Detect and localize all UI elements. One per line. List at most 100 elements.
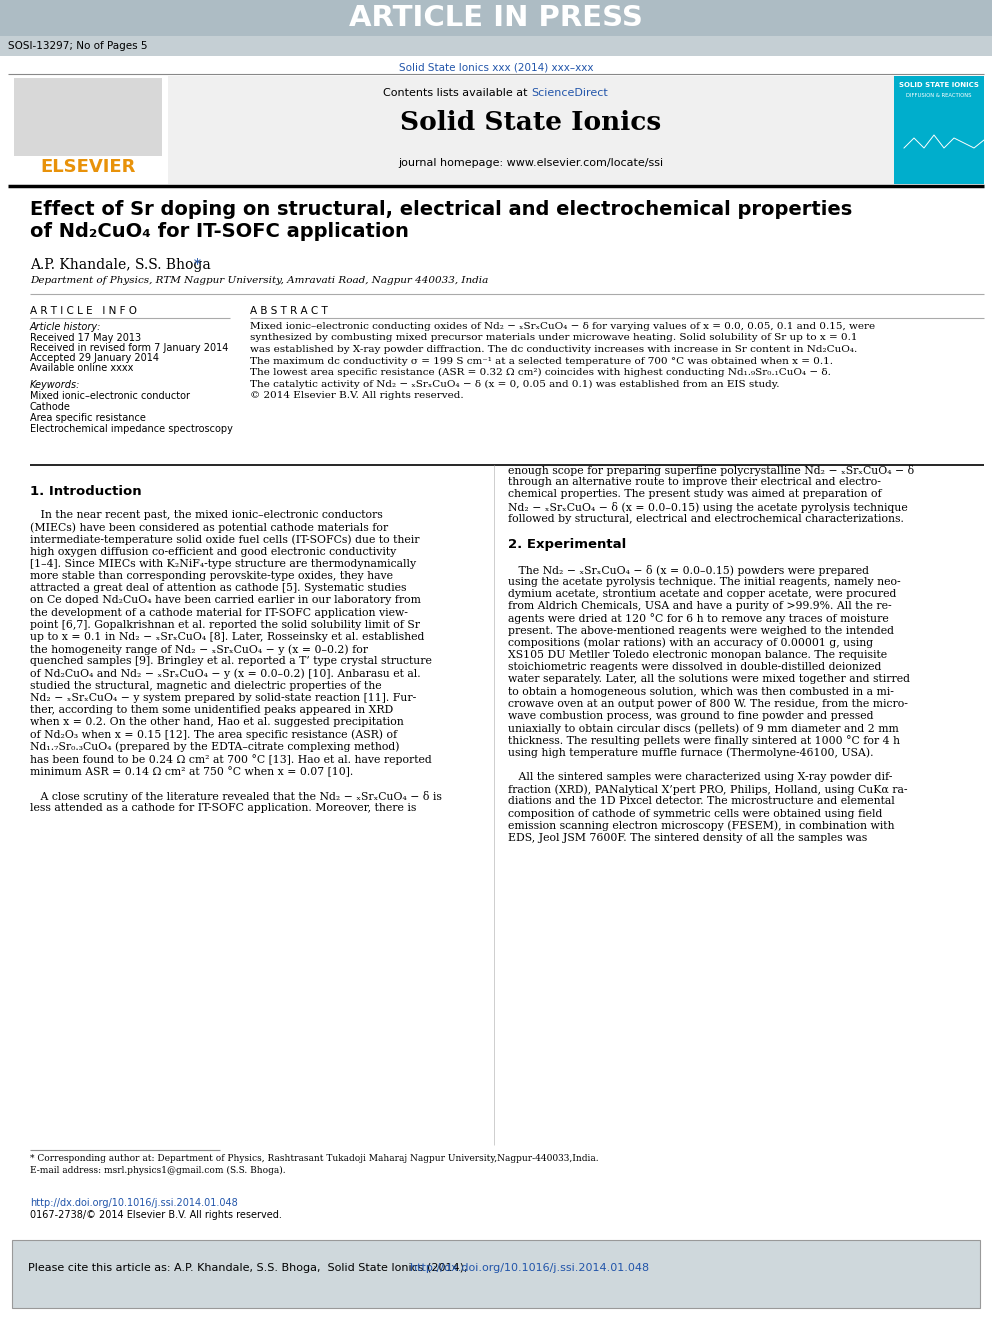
Text: present. The above-mentioned reagents were weighed to the intended: present. The above-mentioned reagents we…: [508, 626, 894, 635]
Text: using high temperature muffle furnace (Thermolyne-46100, USA).: using high temperature muffle furnace (T…: [508, 747, 874, 758]
Text: 0167-2738/© 2014 Elsevier B.V. All rights reserved.: 0167-2738/© 2014 Elsevier B.V. All right…: [30, 1211, 282, 1220]
Text: SOSI-13297; No of Pages 5: SOSI-13297; No of Pages 5: [8, 41, 148, 52]
Bar: [168, 75, 894, 184]
Text: http://dx.doi.org/10.1016/j.ssi.2014.01.048: http://dx.doi.org/10.1016/j.ssi.2014.01.…: [30, 1199, 238, 1208]
Text: XS105 DU Metller Toledo electronic monopan balance. The requisite: XS105 DU Metller Toledo electronic monop…: [508, 650, 887, 660]
Text: [1–4]. Since MIECs with K₂NiF₄-type structure are thermodynamically: [1–4]. Since MIECs with K₂NiF₄-type stru…: [30, 558, 416, 569]
Text: ARTICLE IN PRESS: ARTICLE IN PRESS: [349, 4, 643, 32]
Text: of Nd₂CuO₄ and Nd₂ − ₓSrₓCuO₄ − y (x = 0.0–0.2) [10]. Anbarasu et al.: of Nd₂CuO₄ and Nd₂ − ₓSrₓCuO₄ − y (x = 0…: [30, 668, 421, 679]
Text: point [6,7]. Gopalkrishnan et al. reported the solid solubility limit of Sr: point [6,7]. Gopalkrishnan et al. report…: [30, 619, 420, 630]
Text: © 2014 Elsevier B.V. All rights reserved.: © 2014 Elsevier B.V. All rights reserved…: [250, 392, 463, 400]
Text: Area specific resistance: Area specific resistance: [30, 413, 146, 423]
Text: thickness. The resulting pellets were finally sintered at 1000 °C for 4 h: thickness. The resulting pellets were fi…: [508, 736, 900, 746]
Text: Mixed ionic–electronic conductor: Mixed ionic–electronic conductor: [30, 392, 190, 401]
Text: quenched samples [9]. Bringley et al. reported a T’ type crystal structure: quenched samples [9]. Bringley et al. re…: [30, 656, 432, 667]
Text: Contents lists available at: Contents lists available at: [383, 89, 531, 98]
Text: to obtain a homogeneous solution, which was then combusted in a mi-: to obtain a homogeneous solution, which …: [508, 687, 894, 697]
Text: Mixed ionic–electronic conducting oxides of Nd₂ − ₓSrₓCuO₄ − δ for varying value: Mixed ionic–electronic conducting oxides…: [250, 321, 875, 331]
Text: Solid State Ionics: Solid State Ionics: [401, 110, 662, 135]
Text: All the sintered samples were characterized using X-ray powder dif-: All the sintered samples were characteri…: [508, 773, 893, 782]
Bar: [14, 78, 162, 156]
Text: intermediate-temperature solid oxide fuel cells (IT-SOFCs) due to their: intermediate-temperature solid oxide fue…: [30, 534, 420, 545]
Text: (MIECs) have been considered as potential cathode materials for: (MIECs) have been considered as potentia…: [30, 523, 388, 533]
Bar: [894, 75, 984, 184]
Text: of Nd₂CuO₄ for IT-SOFC application: of Nd₂CuO₄ for IT-SOFC application: [30, 222, 409, 241]
Bar: [8, 75, 168, 184]
Text: followed by structural, electrical and electrochemical characterizations.: followed by structural, electrical and e…: [508, 513, 904, 524]
Text: compositions (molar rations) with an accuracy of 0.00001 g, using: compositions (molar rations) with an acc…: [508, 638, 873, 648]
Bar: [8, 75, 984, 184]
Text: *: *: [194, 258, 200, 273]
Text: when x = 0.2. On the other hand, Hao et al. suggested precipitation: when x = 0.2. On the other hand, Hao et …: [30, 717, 404, 728]
Text: the homogeneity range of Nd₂ − ₓSrₓCuO₄ − y (x = 0–0.2) for: the homogeneity range of Nd₂ − ₓSrₓCuO₄ …: [30, 644, 368, 655]
Text: Electrochemical impedance spectroscopy: Electrochemical impedance spectroscopy: [30, 423, 233, 434]
Text: Department of Physics, RTM Nagpur University, Amravati Road, Nagpur 440033, Indi: Department of Physics, RTM Nagpur Univer…: [30, 277, 488, 284]
Text: on Ce doped Nd₂CuO₄ have been carried earlier in our laboratory from: on Ce doped Nd₂CuO₄ have been carried ea…: [30, 595, 421, 606]
Text: A.P. Khandale, S.S. Bhoga: A.P. Khandale, S.S. Bhoga: [30, 258, 215, 273]
Bar: [12, 1240, 980, 1308]
Text: 2. Experimental: 2. Experimental: [508, 538, 626, 552]
Text: Solid State Ionics xxx (2014) xxx–xxx: Solid State Ionics xxx (2014) xxx–xxx: [399, 62, 593, 71]
Text: using the acetate pyrolysis technique. The initial reagents, namely neo-: using the acetate pyrolysis technique. T…: [508, 577, 901, 587]
Text: high oxygen diffusion co-efficient and good electronic conductivity: high oxygen diffusion co-efficient and g…: [30, 546, 396, 557]
Text: agents were dried at 120 °C for 6 h to remove any traces of moisture: agents were dried at 120 °C for 6 h to r…: [508, 614, 889, 624]
Text: composition of cathode of symmetric cells were obtained using field: composition of cathode of symmetric cell…: [508, 808, 882, 819]
Text: more stable than corresponding perovskite-type oxides, they have: more stable than corresponding perovskit…: [30, 572, 393, 581]
Text: Accepted 29 January 2014: Accepted 29 January 2014: [30, 353, 159, 363]
Text: synthesized by combusting mixed precursor materials under microwave heating. Sol: synthesized by combusting mixed precurso…: [250, 333, 857, 343]
Text: up to x = 0.1 in Nd₂ − ₓSrₓCuO₄ [8]. Later, Rosseinsky et al. established: up to x = 0.1 in Nd₂ − ₓSrₓCuO₄ [8]. Lat…: [30, 632, 425, 642]
Text: has been found to be 0.24 Ω cm² at 700 °C [13]. Hao et al. have reported: has been found to be 0.24 Ω cm² at 700 °…: [30, 754, 432, 765]
Text: Keywords:: Keywords:: [30, 380, 80, 390]
Text: E-mail address: msrl.physics1@gmail.com (S.S. Bhoga).: E-mail address: msrl.physics1@gmail.com …: [30, 1166, 286, 1175]
Text: Available online xxxx: Available online xxxx: [30, 363, 133, 373]
Text: wave combustion process, was ground to fine powder and pressed: wave combustion process, was ground to f…: [508, 710, 874, 721]
Text: diations and the 1D Pixcel detector. The microstructure and elemental: diations and the 1D Pixcel detector. The…: [508, 796, 895, 807]
Text: Cathode: Cathode: [30, 402, 70, 411]
Bar: [0, 36, 992, 56]
Text: of Nd₂O₃ when x = 0.15 [12]. The area specific resistance (ASR) of: of Nd₂O₃ when x = 0.15 [12]. The area sp…: [30, 729, 397, 740]
Text: water separately. Later, all the solutions were mixed together and stirred: water separately. Later, all the solutio…: [508, 675, 910, 684]
Text: The catalytic activity of Nd₂ − ₓSrₓCuO₄ − δ (x = 0, 0.05 and 0.1) was establish: The catalytic activity of Nd₂ − ₓSrₓCuO₄…: [250, 380, 780, 389]
Text: journal homepage: www.elsevier.com/locate/ssi: journal homepage: www.elsevier.com/locat…: [399, 157, 664, 168]
Text: 1. Introduction: 1. Introduction: [30, 486, 142, 497]
Text: Received 17 May 2013: Received 17 May 2013: [30, 333, 141, 343]
Text: stoichiometric reagents were dissolved in double-distilled deionized: stoichiometric reagents were dissolved i…: [508, 663, 881, 672]
Text: Article history:: Article history:: [30, 321, 101, 332]
Text: crowave oven at an output power of 800 W. The residue, from the micro-: crowave oven at an output power of 800 W…: [508, 699, 908, 709]
Text: A close scrutiny of the literature revealed that the Nd₂ − ₓSrₓCuO₄ − δ is: A close scrutiny of the literature revea…: [30, 791, 441, 802]
Text: ELSEVIER: ELSEVIER: [41, 157, 136, 176]
Text: ther, according to them some unidentified peaks appeared in XRD: ther, according to them some unidentifie…: [30, 705, 393, 716]
Text: Nd₂ − ₓSrₓCuO₄ − y system prepared by solid-state reaction [11]. Fur-: Nd₂ − ₓSrₓCuO₄ − y system prepared by so…: [30, 693, 417, 703]
Text: the development of a cathode material for IT-SOFC application view-: the development of a cathode material fo…: [30, 607, 408, 618]
Text: dymium acetate, strontium acetate and copper acetate, were procured: dymium acetate, strontium acetate and co…: [508, 589, 897, 599]
Text: uniaxially to obtain circular discs (pellets) of 9 mm diameter and 2 mm: uniaxially to obtain circular discs (pel…: [508, 724, 899, 734]
Text: DIFFUSION & REACTIONS: DIFFUSION & REACTIONS: [907, 93, 972, 98]
Text: emission scanning electron microscopy (FESEM), in combination with: emission scanning electron microscopy (F…: [508, 820, 895, 831]
Text: Nd₂ − ₓSrₓCuO₄ − δ (x = 0.0–0.15) using the acetate pyrolysis technique: Nd₂ − ₓSrₓCuO₄ − δ (x = 0.0–0.15) using …: [508, 501, 908, 512]
Text: The lowest area specific resistance (ASR = 0.32 Ω cm²) coincides with highest co: The lowest area specific resistance (ASR…: [250, 368, 831, 377]
Text: Please cite this article as: A.P. Khandale, S.S. Bhoga,  Solid State Ionics (201: Please cite this article as: A.P. Khanda…: [28, 1263, 471, 1273]
Text: Effect of Sr doping on structural, electrical and electrochemical properties: Effect of Sr doping on structural, elect…: [30, 200, 852, 220]
Text: Nd₁.₇Sr₀.₃CuO₄ (prepared by the EDTA–citrate complexing method): Nd₁.₇Sr₀.₃CuO₄ (prepared by the EDTA–cit…: [30, 742, 400, 753]
Text: fraction (XRD), PANalytical X’pert PRO, Philips, Holland, using CuKα ra-: fraction (XRD), PANalytical X’pert PRO, …: [508, 785, 908, 795]
Text: enough scope for preparing superfine polycrystalline Nd₂ − ₓSrₓCuO₄ − δ: enough scope for preparing superfine pol…: [508, 464, 914, 476]
Text: http://dx.doi.org/10.1016/j.ssi.2014.01.048: http://dx.doi.org/10.1016/j.ssi.2014.01.…: [411, 1263, 650, 1273]
Bar: [0, 0, 992, 36]
Text: In the near recent past, the mixed ionic–electronic conductors: In the near recent past, the mixed ionic…: [30, 509, 383, 520]
Text: was established by X-ray powder diffraction. The dc conductivity increases with : was established by X-ray powder diffract…: [250, 345, 857, 355]
Text: SOLID STATE IONICS: SOLID STATE IONICS: [899, 82, 979, 89]
Text: The maximum dc conductivity σ = 199 S cm⁻¹ at a selected temperature of 700 °C w: The maximum dc conductivity σ = 199 S cm…: [250, 356, 833, 365]
Text: studied the structural, magnetic and dielectric properties of the: studied the structural, magnetic and die…: [30, 681, 382, 691]
Text: through an alternative route to improve their electrical and electro-: through an alternative route to improve …: [508, 478, 881, 487]
Text: Received in revised form 7 January 2014: Received in revised form 7 January 2014: [30, 343, 228, 353]
Text: minimum ASR = 0.14 Ω cm² at 750 °C when x = 0.07 [10].: minimum ASR = 0.14 Ω cm² at 750 °C when …: [30, 766, 353, 777]
Text: ScienceDirect: ScienceDirect: [531, 89, 608, 98]
Text: less attended as a cathode for IT-SOFC application. Moreover, there is: less attended as a cathode for IT-SOFC a…: [30, 803, 417, 812]
Text: EDS, Jeol JSM 7600F. The sintered density of all the samples was: EDS, Jeol JSM 7600F. The sintered densit…: [508, 833, 867, 843]
Text: The Nd₂ − ₓSrₓCuO₄ − δ (x = 0.0–0.15) powders were prepared: The Nd₂ − ₓSrₓCuO₄ − δ (x = 0.0–0.15) po…: [508, 565, 869, 576]
Text: attracted a great deal of attention as cathode [5]. Systematic studies: attracted a great deal of attention as c…: [30, 583, 407, 593]
Text: * Corresponding author at: Department of Physics, Rashtrasant Tukadoji Maharaj N: * Corresponding author at: Department of…: [30, 1154, 598, 1163]
Text: from Aldrich Chemicals, USA and have a purity of >99.9%. All the re-: from Aldrich Chemicals, USA and have a p…: [508, 601, 892, 611]
Text: chemical properties. The present study was aimed at preparation of: chemical properties. The present study w…: [508, 490, 882, 499]
Text: A B S T R A C T: A B S T R A C T: [250, 306, 327, 316]
